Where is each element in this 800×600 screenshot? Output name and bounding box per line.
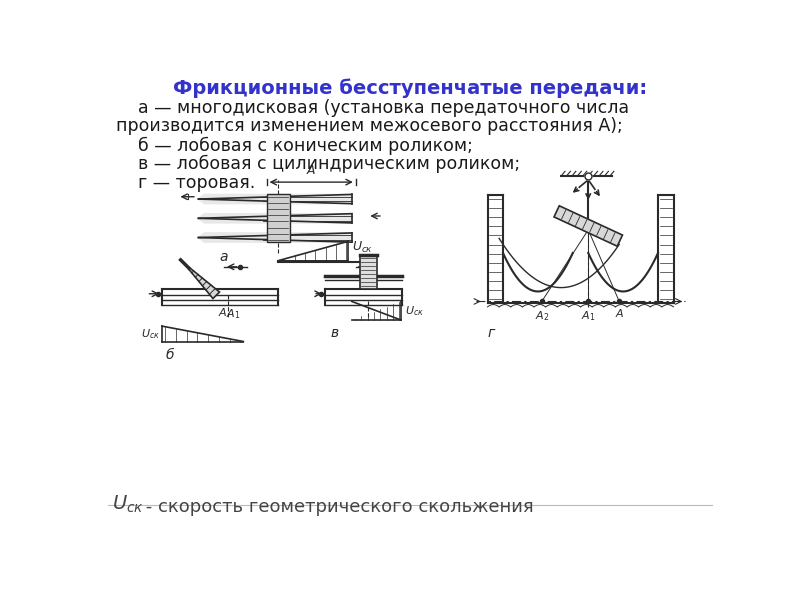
Bar <box>266 194 290 242</box>
Polygon shape <box>188 268 219 299</box>
Text: б — лобовая с коническим роликом;: б — лобовая с коническим роликом; <box>115 137 472 155</box>
Text: $U_{ск}$: $U_{ск}$ <box>405 304 424 317</box>
Text: б: б <box>166 347 174 362</box>
Polygon shape <box>554 206 622 246</box>
Text: в: в <box>330 326 338 340</box>
Text: $A_2$: $A_2$ <box>534 309 549 323</box>
Text: в — лобовая с цилиндрическим роликом;: в — лобовая с цилиндрическим роликом; <box>115 155 520 173</box>
Text: г — торовая.: г — торовая. <box>115 173 254 191</box>
Text: а: а <box>220 250 228 264</box>
Text: $U_{ск}$: $U_{ск}$ <box>141 327 160 341</box>
Polygon shape <box>198 194 205 203</box>
Text: A: A <box>218 308 226 317</box>
Text: $A_1$: $A_1$ <box>581 309 595 323</box>
Text: $A_1$: $A_1$ <box>226 308 241 322</box>
Polygon shape <box>198 233 352 242</box>
Text: производится изменением межосевого расстояния А);: производится изменением межосевого расст… <box>115 118 622 136</box>
Text: A: A <box>615 309 623 319</box>
Polygon shape <box>198 233 205 242</box>
Text: A: A <box>307 164 315 178</box>
Text: $U_{ск}$: $U_{ск}$ <box>352 241 373 256</box>
Polygon shape <box>198 214 205 223</box>
Text: Фрикционные бесступенчатые передачи:: Фрикционные бесступенчатые передачи: <box>173 78 647 98</box>
Text: г: г <box>488 326 495 340</box>
Text: $U_{ск}$: $U_{ск}$ <box>112 493 143 515</box>
Polygon shape <box>198 214 352 223</box>
Text: а — многодисковая (установка передаточного числа: а — многодисковая (установка передаточно… <box>115 99 629 117</box>
Text: - скорость геометрического скольжения: - скорость геометрического скольжения <box>140 498 534 516</box>
Polygon shape <box>198 194 352 203</box>
Bar <box>360 255 377 289</box>
